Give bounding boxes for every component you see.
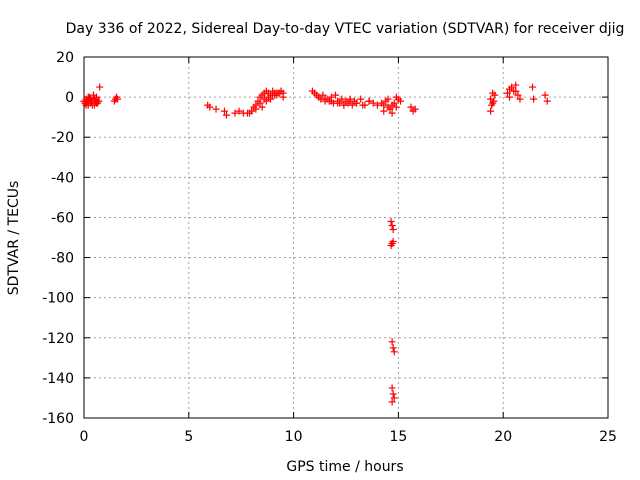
data-point — [388, 338, 396, 346]
y-axis-label: SDTVAR / TECUs — [6, 181, 22, 296]
data-point — [110, 97, 118, 105]
data-point — [386, 105, 394, 113]
y-tick-label: -100 — [42, 291, 74, 307]
data-point — [319, 91, 327, 99]
data-point — [332, 91, 340, 99]
data-point — [373, 101, 381, 109]
y-tick-label: -80 — [51, 251, 74, 267]
data-point — [327, 97, 335, 105]
data-point — [389, 225, 397, 233]
data-point — [348, 101, 356, 109]
data-point — [321, 95, 329, 103]
data-point — [514, 91, 522, 99]
data-point — [223, 111, 231, 119]
x-tick-label: 15 — [389, 429, 407, 445]
data-point — [390, 348, 398, 356]
data-point — [512, 81, 520, 89]
data-point — [235, 107, 243, 115]
y-tick-label: -60 — [51, 210, 74, 226]
data-point — [271, 91, 279, 99]
grid — [84, 57, 608, 418]
data-point — [388, 384, 396, 392]
y-tick-label: 20 — [56, 50, 74, 66]
data-point — [95, 97, 103, 105]
x-tick-label: 20 — [494, 429, 512, 445]
data-point — [390, 99, 398, 107]
data-point — [541, 91, 549, 99]
data-point — [338, 95, 346, 103]
data-point — [340, 101, 348, 109]
data-point — [252, 105, 260, 113]
data-point — [248, 107, 256, 115]
y-tick-label: 0 — [65, 90, 74, 106]
chart-title: Day 336 of 2022, Sidereal Day-to-day VTE… — [66, 21, 625, 37]
data-point — [206, 103, 214, 111]
data-point — [388, 398, 396, 406]
x-axis: 0 5 10 15 20 25 — [80, 57, 617, 445]
y-axis: -160 -140 -120 -100 -80 -60 -40 -20 0 20 — [42, 50, 608, 427]
data-point — [530, 95, 538, 103]
data-point — [392, 93, 400, 101]
data-points — [80, 81, 551, 406]
data-point — [390, 394, 398, 402]
x-tick-label: 10 — [285, 429, 303, 445]
data-point — [389, 390, 397, 398]
data-point — [352, 99, 360, 107]
data-point — [508, 83, 516, 91]
data-point — [365, 97, 373, 105]
data-point — [212, 105, 220, 113]
data-point — [96, 83, 104, 91]
data-point — [411, 105, 419, 113]
data-point — [389, 238, 397, 246]
data-point — [392, 103, 400, 111]
x-tick-label: 5 — [184, 429, 193, 445]
data-point — [267, 95, 275, 103]
data-point — [359, 101, 367, 109]
data-point — [369, 99, 377, 107]
data-point — [275, 89, 283, 97]
y-tick-label: -40 — [51, 170, 74, 186]
data-point — [262, 97, 270, 105]
x-tick-label: 25 — [599, 429, 617, 445]
data-point — [258, 103, 266, 111]
data-point — [512, 87, 520, 95]
data-point — [489, 89, 497, 97]
data-point — [231, 109, 239, 117]
data-point — [543, 97, 551, 105]
data-point — [220, 107, 228, 115]
data-point — [388, 221, 396, 229]
data-point — [516, 95, 524, 103]
data-point — [279, 93, 287, 101]
data-point — [487, 95, 495, 103]
data-point — [387, 217, 395, 225]
data-point — [389, 344, 397, 352]
data-point — [529, 83, 537, 91]
x-axis-label: GPS time / hours — [286, 459, 403, 475]
data-point — [505, 93, 513, 101]
data-point — [315, 93, 323, 101]
data-point — [487, 107, 495, 115]
data-point — [388, 109, 396, 117]
x-tick-label: 0 — [80, 429, 89, 445]
data-point — [357, 95, 365, 103]
data-point — [346, 97, 354, 105]
data-point — [396, 97, 404, 105]
y-tick-label: -140 — [42, 371, 74, 387]
data-point — [256, 99, 264, 107]
y-tick-label: -160 — [42, 411, 74, 427]
data-point — [384, 95, 392, 103]
data-point — [407, 103, 415, 111]
data-point — [380, 101, 388, 109]
data-point — [503, 89, 511, 97]
data-point — [334, 99, 342, 107]
data-point — [380, 107, 388, 115]
plot-frame — [83, 56, 609, 419]
y-tick-label: -120 — [42, 331, 74, 347]
y-tick-label: -20 — [51, 130, 74, 146]
